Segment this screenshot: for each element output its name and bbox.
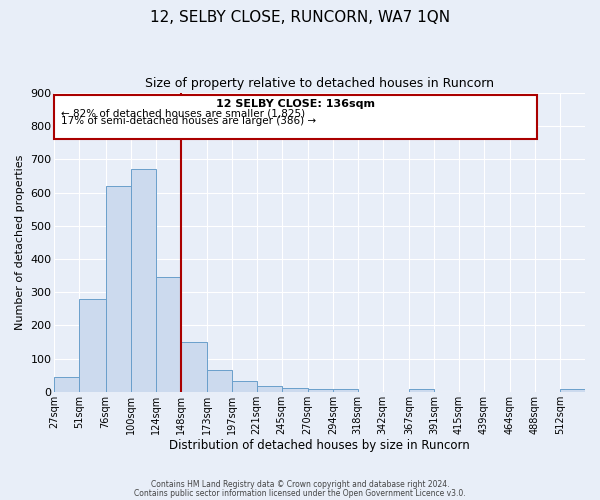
Bar bbox=[409, 389, 434, 392]
Bar bbox=[106, 186, 131, 392]
Bar bbox=[79, 299, 106, 392]
Text: 12 SELBY CLOSE: 136sqm: 12 SELBY CLOSE: 136sqm bbox=[216, 100, 375, 110]
Text: Contains public sector information licensed under the Open Government Licence v3: Contains public sector information licen… bbox=[134, 489, 466, 498]
Text: 17% of semi-detached houses are larger (386) →: 17% of semi-detached houses are larger (… bbox=[61, 116, 316, 126]
FancyBboxPatch shape bbox=[55, 94, 537, 139]
Bar bbox=[55, 377, 79, 392]
Bar bbox=[560, 390, 585, 392]
Bar bbox=[155, 278, 181, 392]
Bar bbox=[308, 389, 333, 392]
Text: ← 82% of detached houses are smaller (1,825): ← 82% of detached houses are smaller (1,… bbox=[61, 109, 305, 119]
Text: 12, SELBY CLOSE, RUNCORN, WA7 1QN: 12, SELBY CLOSE, RUNCORN, WA7 1QN bbox=[150, 10, 450, 25]
Title: Size of property relative to detached houses in Runcorn: Size of property relative to detached ho… bbox=[145, 78, 494, 90]
Bar bbox=[333, 390, 358, 392]
Bar bbox=[232, 381, 257, 392]
Y-axis label: Number of detached properties: Number of detached properties bbox=[15, 154, 25, 330]
Bar bbox=[281, 388, 308, 392]
X-axis label: Distribution of detached houses by size in Runcorn: Distribution of detached houses by size … bbox=[169, 440, 470, 452]
Bar bbox=[257, 386, 281, 392]
Text: Contains HM Land Registry data © Crown copyright and database right 2024.: Contains HM Land Registry data © Crown c… bbox=[151, 480, 449, 489]
Bar bbox=[206, 370, 232, 392]
Bar bbox=[131, 170, 155, 392]
Bar bbox=[181, 342, 206, 392]
